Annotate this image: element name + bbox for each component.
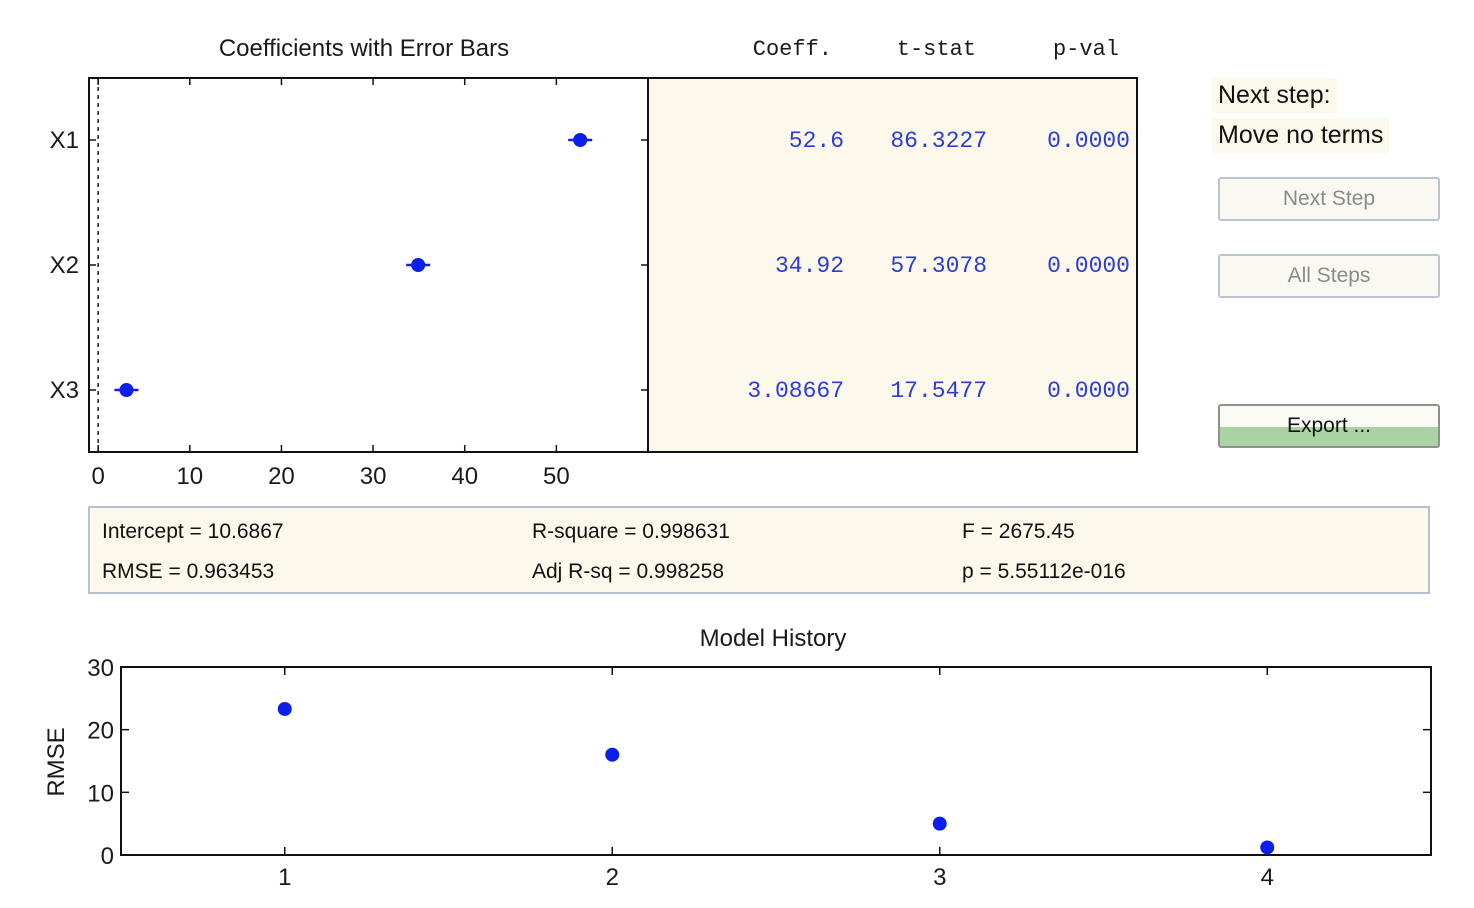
- cell-tstat-x3: 17.5477: [890, 378, 987, 404]
- cell-pval-x2: 0.0000: [1047, 253, 1130, 279]
- x-tick-label: 30: [360, 463, 387, 490]
- rmse-axis-label: RMSE: [43, 727, 70, 796]
- history-point-step-1[interactable]: [277, 701, 292, 716]
- x-tick-label: 40: [451, 463, 478, 490]
- coefficient-point-x2[interactable]: [411, 258, 426, 272]
- history-point-step-2[interactable]: [605, 747, 620, 762]
- x-tick-label: 1: [278, 864, 291, 891]
- model-history-title: Model History: [700, 625, 847, 652]
- cell-coeff-x2: 34.92: [775, 253, 844, 279]
- model-history-plot: Model History RMSE 1 2 3 4 0 10 20 30: [43, 625, 1432, 891]
- coefficients-table-panel: [647, 77, 1138, 453]
- coefficient-point-x3[interactable]: [119, 383, 134, 397]
- history-point-step-4[interactable]: [1260, 840, 1275, 855]
- y-tick-label: 10: [87, 780, 114, 807]
- coefficients-plot-title: Coefficients with Error Bars: [219, 35, 509, 62]
- x-tick-label: 0: [91, 463, 104, 490]
- cell-tstat-x2: 57.3078: [890, 253, 987, 279]
- model-statistics-panel: Intercept = 10.6867 RMSE = 0.963453 R-sq…: [88, 506, 1430, 594]
- y-tick-label: 30: [87, 655, 114, 682]
- stat-adj-r-square: Adj R-sq = 0.998258: [532, 560, 725, 583]
- x-tick-label: 10: [176, 463, 203, 490]
- x-tick-label: 3: [933, 864, 946, 891]
- export-button[interactable]: Export ...: [1218, 404, 1440, 448]
- next-step-label: Next step:: [1212, 78, 1337, 113]
- y-tick-label: 20: [87, 718, 114, 745]
- x-tick-label: 20: [268, 463, 295, 490]
- term-label-x1: X1: [50, 127, 79, 154]
- x-tick-label: 4: [1261, 864, 1274, 891]
- y-tick-label: 0: [101, 843, 114, 870]
- cell-pval-x3: 0.0000: [1047, 378, 1130, 404]
- history-point-step-3[interactable]: [932, 816, 947, 831]
- next-step-value: Move no terms: [1212, 118, 1390, 153]
- cell-coeff-x3: 3.08667: [747, 378, 844, 404]
- header-coeff: Coeff.: [753, 37, 832, 62]
- cell-tstat-x1: 86.3227: [890, 128, 987, 154]
- all-steps-button[interactable]: All Steps: [1218, 254, 1440, 298]
- term-label-x3: X3: [50, 377, 79, 404]
- cell-pval-x1: 0.0000: [1047, 128, 1130, 154]
- stat-p: p = 5.55112e-016: [962, 560, 1126, 583]
- coefficients-table: Coeff. t-stat p-val 52.6 86.3227 0.0000 …: [647, 37, 1138, 453]
- x-tick-label: 2: [606, 864, 619, 891]
- stat-f: F = 2675.45: [962, 520, 1075, 543]
- stat-intercept: Intercept = 10.6867: [102, 520, 284, 543]
- x-tick-label: 50: [543, 463, 570, 490]
- header-p-val: p-val: [1053, 37, 1119, 62]
- coefficients-plot: Coefficients with Error Bars 0 10 20 30 40 50…: [50, 35, 649, 490]
- coefficient-point-x1[interactable]: [573, 133, 588, 147]
- coefficients-plot-axes: [88, 77, 649, 453]
- stat-r-square: R-square = 0.998631: [532, 520, 730, 543]
- model-history-axes: [120, 666, 1432, 856]
- cell-coeff-x1: 52.6: [789, 128, 844, 154]
- stat-rmse: RMSE = 0.963453: [102, 560, 275, 583]
- header-t-stat: t-stat: [897, 37, 976, 62]
- next-step-button[interactable]: Next Step: [1218, 177, 1440, 221]
- term-label-x2: X2: [50, 252, 79, 279]
